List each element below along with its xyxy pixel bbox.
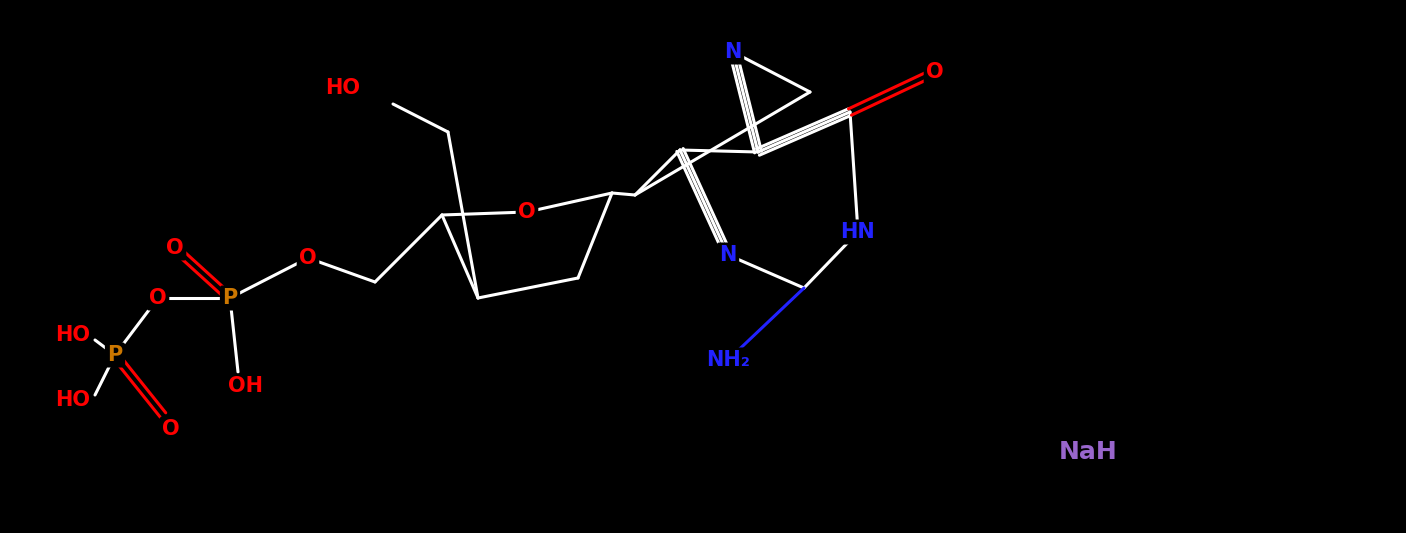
Text: HO: HO: [55, 390, 90, 410]
Text: P: P: [222, 288, 238, 308]
Text: O: O: [299, 248, 316, 268]
Text: HO: HO: [55, 325, 90, 345]
Text: N: N: [720, 245, 737, 265]
Text: NH₂: NH₂: [706, 350, 749, 370]
Text: O: O: [166, 238, 184, 258]
Text: HN: HN: [841, 222, 876, 242]
Text: NaH: NaH: [1059, 440, 1118, 464]
Text: O: O: [519, 202, 536, 222]
Text: OH: OH: [229, 376, 263, 396]
Text: O: O: [162, 419, 180, 439]
Text: O: O: [149, 288, 167, 308]
Text: P: P: [107, 345, 122, 365]
Text: N: N: [724, 42, 742, 62]
Text: HO: HO: [325, 78, 360, 98]
Text: O: O: [927, 62, 943, 82]
